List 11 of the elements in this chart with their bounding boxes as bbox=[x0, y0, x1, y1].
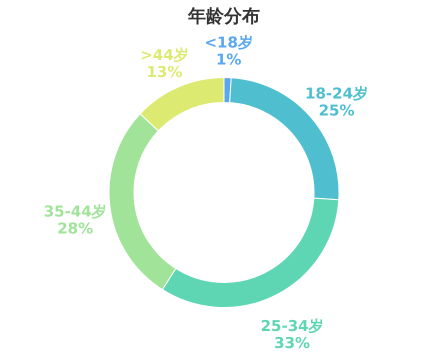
slice-label: 25-34岁 bbox=[260, 317, 324, 336]
slice-label: >44岁 bbox=[140, 46, 189, 64]
data-label: 33% bbox=[274, 334, 310, 352]
data-label: 28% bbox=[57, 219, 94, 238]
chart-title: 年龄分布 bbox=[187, 6, 260, 27]
slice-label: 35-44岁 bbox=[44, 202, 107, 220]
data-label: 1% bbox=[216, 50, 242, 69]
data-label: 13% bbox=[146, 62, 182, 81]
slice-label: 18-24岁 bbox=[305, 84, 368, 102]
slice-label: <18岁 bbox=[204, 34, 253, 52]
data-label: 25% bbox=[318, 101, 354, 120]
